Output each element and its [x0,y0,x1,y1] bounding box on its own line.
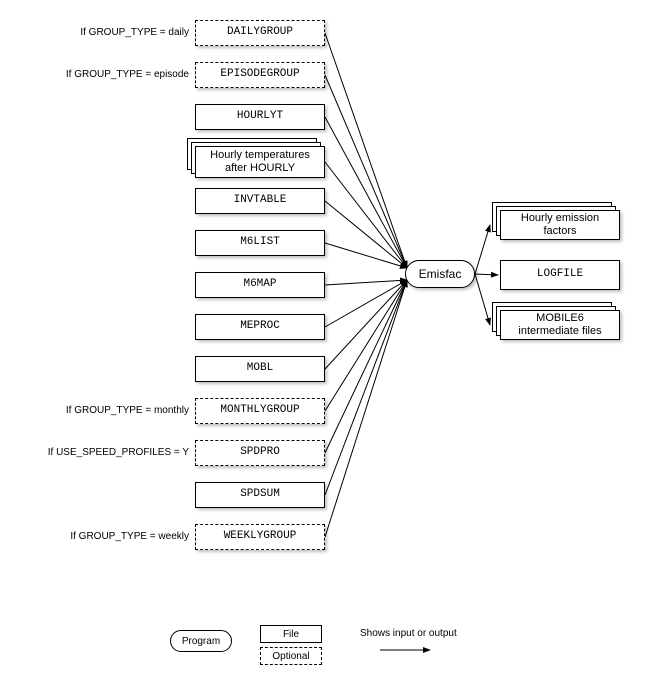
input-box: Hourly temperatures after HOURLY [195,146,325,178]
condition-label: If GROUP_TYPE = monthly [8,405,189,416]
input-box: WEEKLYGROUP [195,524,325,550]
input-box: MOBL [195,356,325,382]
legend-arrow-label: Shows input or output [360,628,457,639]
output-box: MOBILE6 intermediate files [500,310,620,340]
condition-label: If GROUP_TYPE = daily [8,27,189,38]
condition-label: If USE_SPEED_PROFILES = Y [8,447,189,458]
output-box: LOGFILE [500,260,620,290]
output-box: Hourly emission factors [500,210,620,240]
input-box: SPDSUM [195,482,325,508]
input-box: M6MAP [195,272,325,298]
edges-layer [0,0,650,686]
condition-label: If GROUP_TYPE = weekly [8,531,189,542]
input-box: EPISODEGROUP [195,62,325,88]
input-box: M6LIST [195,230,325,256]
legend-file: File [260,625,322,643]
program-emisfac: Emisfac [405,260,475,288]
input-box: SPDPRO [195,440,325,466]
input-box: HOURLYT [195,104,325,130]
condition-label: If GROUP_TYPE = episode [8,69,189,80]
legend-optional: Optional [260,647,322,665]
input-box: INVTABLE [195,188,325,214]
input-box: MEPROC [195,314,325,340]
input-box: MONTHLYGROUP [195,398,325,424]
input-box: DAILYGROUP [195,20,325,46]
legend-program: Program [170,630,232,652]
